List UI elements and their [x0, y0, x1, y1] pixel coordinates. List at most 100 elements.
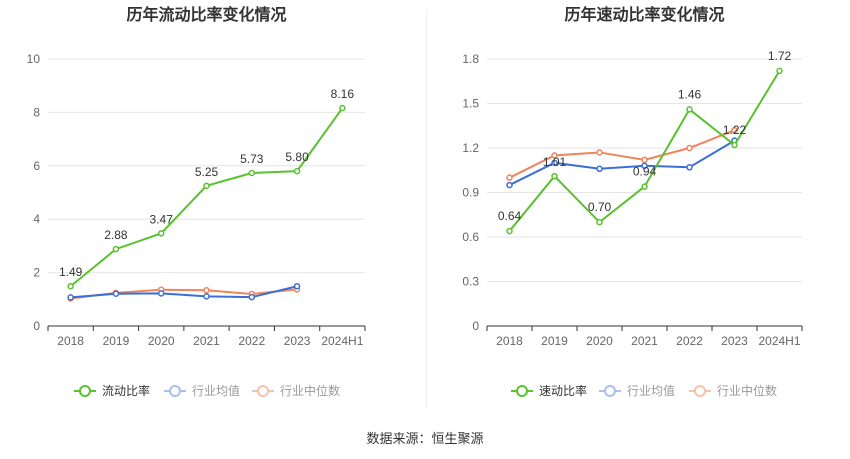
- data-source-label: 数据来源：恒生聚源: [366, 431, 484, 446]
- quick-ratio-chart-svg: 历年速动比率变化情况 0 0.3 0.6 0.9 1.2 1.5 1.8 2018 2019 202…: [462, 5, 803, 398]
- chart-title: 历年速动比率变化情况: [564, 5, 724, 24]
- x-tick-label: 2021: [193, 334, 220, 348]
- data-point: [203, 286, 210, 294]
- data-point: [641, 162, 648, 170]
- y-tick-label: 8: [33, 105, 40, 119]
- data-label: 1.01: [543, 155, 567, 169]
- data-point: [506, 181, 513, 189]
- data-point: [596, 149, 603, 156]
- y-tick-label: 0: [33, 319, 40, 333]
- y-tick-label: 1.5: [462, 97, 479, 111]
- legend-item-1: 行业均值: [599, 383, 675, 398]
- x-tick-label: 2023: [721, 334, 748, 348]
- x-tick-label: 2020: [586, 334, 613, 348]
- legend-item-2: 行业中位数: [689, 383, 777, 398]
- legend-item-1: 行业均值: [164, 383, 240, 398]
- legend-marker-icon: [257, 385, 269, 397]
- data-label: 5.25: [195, 165, 219, 179]
- x-tick-label: 2024H1: [321, 334, 363, 348]
- data-label: 5.73: [240, 152, 264, 166]
- data-point: [67, 282, 74, 290]
- data-point: [551, 159, 558, 167]
- data-point: [203, 182, 210, 190]
- data-point: [551, 152, 558, 159]
- data-label: 1.72: [768, 49, 792, 63]
- y-tick-label: 1.2: [462, 141, 479, 155]
- data-label: 0.70: [588, 200, 612, 214]
- legend-label: 行业中位数: [717, 383, 777, 398]
- data-label: 2.88: [104, 228, 128, 242]
- y-tick-label: 0.6: [462, 230, 479, 244]
- data-point: [506, 227, 513, 235]
- data-point: [686, 144, 693, 152]
- series-line-2: [509, 129, 735, 179]
- data-label: 1.22: [723, 123, 747, 137]
- legend-marker-icon: [169, 385, 181, 397]
- legend-marker-icon: [694, 385, 706, 397]
- data-label: 5.80: [285, 150, 309, 164]
- legend-item-0: 流动比率: [74, 383, 150, 398]
- data-point: [203, 293, 210, 300]
- y-tick-label: 1.8: [462, 52, 479, 66]
- data-point: [506, 174, 513, 181]
- x-tick-label: 2021: [631, 334, 658, 348]
- x-tick-label: 2019: [103, 334, 130, 348]
- current-ratio-chart: 历年流动比率变化情况 0 2 4 6 8 10 2018 2019 2020 2021 2022 202…: [0, 0, 425, 420]
- legend-item-0: 速动比率: [511, 383, 587, 398]
- series-line-0: [70, 107, 344, 287]
- series-line-0: [508, 70, 781, 232]
- x-tick-label: 2022: [676, 334, 703, 348]
- data-point: [293, 282, 301, 290]
- x-tick-label: 2023: [284, 334, 311, 348]
- data-point: [731, 141, 738, 149]
- x-tick-label: 2022: [238, 334, 265, 348]
- legend-item-2: 行业中位数: [252, 383, 340, 398]
- data-point: [596, 165, 603, 173]
- x-tick-label: 2018: [496, 334, 523, 348]
- y-tick-label: 10: [27, 52, 41, 66]
- y-tick-label: 2: [33, 266, 40, 280]
- legend-label: 行业中位数: [280, 383, 340, 398]
- legend-marker-icon: [79, 385, 91, 397]
- data-point: [686, 164, 693, 171]
- x-tick-label: 2024H1: [758, 334, 800, 348]
- data-label: 3.47: [150, 212, 174, 226]
- data-point: [157, 230, 165, 237]
- series-line-1: [509, 139, 736, 186]
- data-point: [293, 167, 301, 175]
- y-tick-label: 0: [472, 319, 479, 333]
- data-point: [731, 126, 738, 134]
- data-point: [112, 290, 120, 297]
- data-label: 1.46: [678, 87, 702, 101]
- legend-marker-icon: [604, 385, 616, 397]
- legend-label: 行业均值: [192, 383, 240, 398]
- legend-label: 行业均值: [627, 383, 675, 398]
- data-point: [596, 218, 603, 226]
- panel-divider: [426, 10, 427, 408]
- data-point: [641, 183, 648, 190]
- x-tick-label: 2020: [148, 334, 175, 348]
- y-tick-label: 0.9: [462, 186, 479, 200]
- data-point: [67, 294, 74, 301]
- current-ratio-chart-svg: 历年流动比率变化情况 0 2 4 6 8 10 2018 2019 2020 2021 2022 202…: [27, 5, 366, 398]
- data-label: 1.49: [59, 265, 83, 279]
- data-point: [686, 106, 693, 113]
- data-point: [776, 67, 783, 75]
- data-point: [112, 245, 120, 253]
- data-point: [641, 156, 648, 164]
- legend-marker-icon: [516, 385, 528, 397]
- data-point: [157, 290, 165, 297]
- data-point: [248, 293, 256, 301]
- data-label: 0.94: [633, 165, 657, 179]
- data-point: [551, 172, 558, 180]
- quick-ratio-chart: 历年速动比率变化情况 0 0.3 0.6 0.9 1.2 1.5 1.8 2018 2019 202…: [425, 0, 850, 420]
- data-point: [248, 169, 256, 177]
- legend-label: 速动比率: [539, 383, 587, 398]
- y-tick-label: 4: [33, 212, 40, 226]
- y-tick-label: 0.3: [462, 275, 479, 289]
- x-tick-label: 2019: [541, 334, 568, 348]
- data-label: 8.16: [331, 87, 355, 101]
- chart-title: 历年流动比率变化情况: [126, 5, 286, 24]
- y-tick-label: 6: [33, 159, 40, 173]
- data-point: [339, 104, 346, 112]
